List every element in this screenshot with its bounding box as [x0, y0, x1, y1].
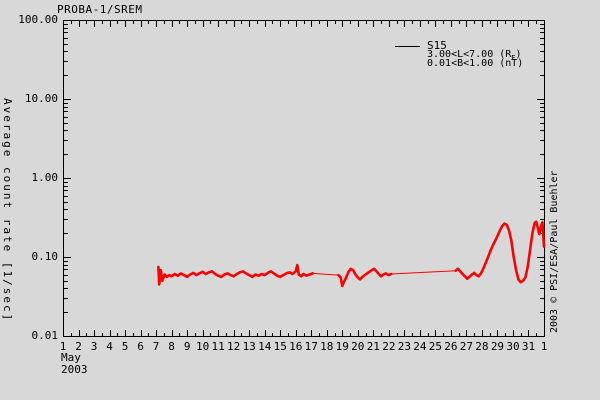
series-S15-segment [337, 267, 393, 288]
x-tick-label: 17 [304, 340, 318, 353]
x-tick-label: 18 [320, 340, 334, 353]
y-tick-label: 1.00 [31, 171, 59, 184]
plot-frame [63, 20, 545, 337]
x-tick-label: 29 [490, 340, 505, 353]
series-S15-segment [157, 263, 315, 286]
x-tick-label: 21 [366, 340, 380, 353]
y-tick-label: 0.01 [31, 329, 59, 342]
y-tick-label: 0.10 [31, 250, 59, 263]
x-tick-label: 1 [59, 340, 67, 353]
x-tick-label: 11 [211, 340, 225, 353]
x-tick-label: 12 [227, 340, 241, 353]
x-tick-label: 23 [397, 340, 411, 353]
legend-l-range-subscript: E [511, 54, 516, 62]
x-axis-month-label: May [61, 351, 81, 364]
x-axis-year-label: 2003 [61, 363, 88, 376]
y-axis-label: Average count rate [1/sec] [1, 98, 14, 323]
legend-b-range: 0.01<B<1.00 (nT) [427, 58, 524, 69]
x-tick-label: 13 [242, 340, 256, 353]
x-tick-label: 8 [168, 340, 175, 353]
x-tick-label: 3 [90, 340, 98, 353]
chart-title: PROBA-1/SREM [57, 3, 143, 16]
series-S15-segment [454, 220, 546, 284]
series-S15-segment [390, 270, 457, 275]
copyright-watermark: 2003 © PSI/ESA/Paul Buehler [549, 170, 560, 333]
x-tick-label: 31 [521, 340, 536, 353]
x-tick-label: 28 [475, 340, 489, 353]
x-tick-label: 14 [258, 340, 272, 353]
x-tick-label: 6 [137, 340, 144, 353]
x-tick-label: 27 [459, 340, 474, 353]
series-S15-segment [312, 272, 339, 276]
x-tick-label: 19 [335, 340, 349, 353]
x-tick-label: 20 [351, 340, 365, 353]
legend-l-range-close: ) [515, 49, 522, 60]
x-tick-label: 1 [540, 340, 548, 353]
x-tick-label: 16 [289, 340, 303, 353]
legend-series-label: S15 [427, 39, 447, 52]
y-tick-label: 100.00 [18, 13, 58, 26]
x-tick-label: 25 [428, 340, 442, 353]
x-tick-label: 24 [413, 340, 427, 353]
x-tick-label: 10 [196, 340, 210, 353]
x-tick-label: 22 [382, 340, 396, 353]
x-tick-label: 30 [506, 340, 520, 353]
x-tick-label: 15 [273, 340, 287, 353]
x-tick-label: 2 [75, 340, 82, 353]
x-tick-label: 5 [121, 340, 129, 353]
x-tick-label: 7 [152, 340, 160, 353]
legend-l-range: 3.00<L<7.00 (RE) [427, 49, 522, 62]
y-tick-label: 10.00 [24, 92, 58, 105]
legend-l-range-text: 3.00<L<7.00 (R [427, 49, 512, 60]
x-tick-label: 26 [444, 340, 458, 353]
x-tick-label: 9 [183, 340, 191, 353]
x-tick-label: 4 [106, 340, 113, 353]
